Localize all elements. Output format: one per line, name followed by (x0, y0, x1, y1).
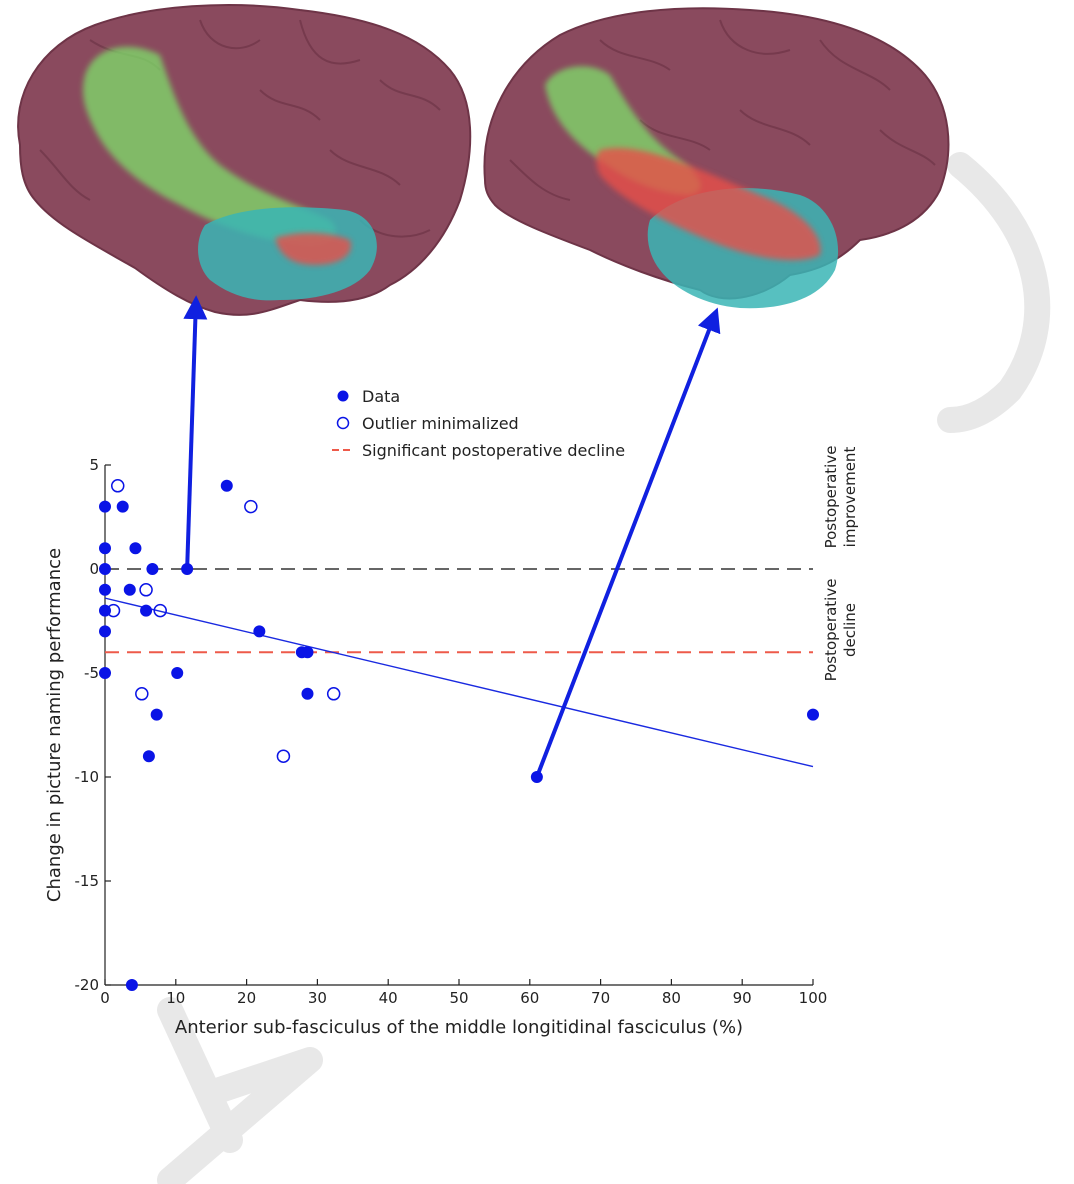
y-tick-label: 5 (89, 456, 99, 474)
left-tract-red (275, 232, 351, 265)
watermark (157, 152, 1051, 1184)
data-point (123, 583, 136, 596)
outlier-point (244, 499, 258, 514)
x-ticks: 0 10 20 30 40 50 60 70 80 90 100 (100, 979, 827, 1007)
left-brain-image (17, 4, 472, 316)
left-tract-green (83, 46, 336, 246)
outlier-point (326, 687, 341, 701)
data-point (129, 542, 142, 555)
plot-axes (104, 465, 813, 986)
side-annotations: Postoperative improvement Postoperative … (822, 446, 859, 682)
regression-line (104, 597, 814, 768)
data-point (99, 583, 111, 596)
decline-label-line1: Postoperative (822, 579, 840, 682)
data-point (140, 604, 153, 617)
callout-arrow-left (183, 295, 208, 570)
data-point (181, 563, 194, 575)
right-brain-image (483, 7, 950, 309)
outlier-point (106, 603, 121, 618)
data-point (807, 708, 819, 721)
x-tick-label: 40 (379, 989, 398, 1007)
x-tick-label: 70 (591, 989, 610, 1007)
data-point (253, 625, 266, 638)
data-point (116, 500, 129, 513)
right-tract-red (596, 148, 821, 261)
data-point (220, 479, 233, 492)
data-points (99, 479, 819, 991)
data-point (99, 500, 111, 513)
data-point (301, 646, 314, 659)
y-tick-label: 0 (89, 560, 99, 578)
data-point (150, 708, 163, 721)
y-tick-label: -10 (75, 768, 100, 786)
outlier-point (153, 603, 167, 618)
data-point (125, 979, 138, 991)
callout-arrow-right (535, 307, 721, 778)
y-axis-label: Change in picture naming performance (44, 548, 65, 902)
x-tick-label: 20 (237, 989, 256, 1007)
x-axis-label: Anterior sub-fasciculus of the middle lo… (175, 1017, 743, 1038)
legend-outlier-marker (336, 416, 350, 430)
data-point (301, 687, 314, 700)
legend-outlier-label: Outlier minimalized (362, 414, 519, 433)
improvement-label-line1: Postoperative (822, 446, 840, 549)
x-tick-label: 60 (520, 989, 539, 1007)
legend-data-label: Data (362, 387, 400, 406)
data-point (99, 625, 111, 638)
outlier-point (139, 583, 153, 597)
y-tick-label: -15 (75, 872, 100, 890)
y-tick-label: -5 (84, 664, 99, 682)
legend-decline-label: Significant postoperative decline (362, 441, 625, 460)
data-point (142, 750, 155, 763)
data-point (146, 563, 159, 575)
x-tick-label: 30 (308, 989, 327, 1007)
legend-data-marker (337, 390, 349, 402)
outlier-point (135, 687, 149, 701)
data-point (99, 667, 111, 679)
outlier-point (276, 749, 291, 763)
y-ticks: 5 0 -5 -10 -15 -20 (75, 456, 111, 994)
x-tick-label: 100 (799, 989, 828, 1007)
x-tick-label: 90 (733, 989, 752, 1007)
legend: Data Outlier minimalized Significant pos… (332, 387, 625, 460)
decline-label-line2: decline (841, 603, 859, 657)
outlier-point (110, 479, 125, 493)
x-tick-label: 0 (100, 989, 110, 1007)
data-point (99, 563, 111, 575)
data-point (530, 771, 543, 783)
y-tick-label: -20 (75, 976, 100, 994)
data-point (99, 542, 111, 555)
x-tick-label: 80 (662, 989, 681, 1007)
x-tick-label: 50 (449, 989, 468, 1007)
improvement-label-line2: improvement (841, 447, 859, 548)
data-point (171, 667, 184, 679)
x-tick-label: 10 (166, 989, 185, 1007)
